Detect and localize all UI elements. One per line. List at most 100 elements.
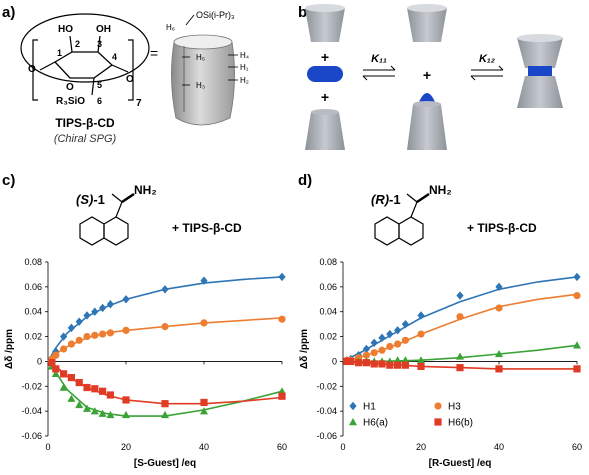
fit-line-h3 (342, 293, 578, 363)
legend-marker-h6a (349, 418, 357, 426)
data-point-h3 (200, 319, 208, 327)
data-point-h3 (456, 313, 464, 321)
guest-suffix-c: -1 (93, 192, 105, 207)
legend-label-h1: H1 (363, 402, 376, 413)
y-tick-label: 0.04 (24, 307, 42, 317)
data-point-h1 (91, 307, 99, 316)
data-point-h1 (362, 344, 370, 354)
legend-label-h3: H3 (448, 402, 461, 413)
legend-label-h6a: H6(a) (363, 418, 388, 429)
atom-ho: HO (58, 24, 73, 35)
label-osi: OSi(i-Pr)₃ (196, 10, 235, 20)
y-tick-label: 0.02 (319, 332, 337, 342)
data-point-h3 (99, 330, 107, 338)
data-point-h3 (278, 315, 286, 323)
data-point-h3 (370, 349, 378, 357)
data-point-h3 (394, 340, 402, 348)
x-axis-title: [R-Guest] /eq (429, 458, 492, 469)
data-point-h3 (417, 330, 425, 338)
y-tick-label: -0.02 (316, 381, 337, 391)
guest-prefix-c: (S) (76, 192, 93, 207)
nh2-c: NH₂ (134, 183, 157, 197)
reagent-c: + TIPS-β-CD (172, 221, 242, 235)
y-tick-label: 0.02 (24, 332, 42, 342)
data-point-h6b (495, 365, 503, 373)
data-point-h6a (98, 409, 107, 417)
legend-marker-h6b (434, 418, 442, 426)
atom-c3: 3 (97, 39, 102, 49)
data-point-h3 (495, 304, 503, 312)
data-point-h1 (83, 311, 91, 320)
data-point-h3 (83, 332, 91, 341)
y-tick-label: 0.04 (319, 307, 337, 317)
chart-c: 0.080.060.040.020-0.02-0.04-0.060 20 40 60[… (4, 257, 287, 469)
data-point-h6b (343, 357, 351, 366)
data-point-h6a (456, 352, 464, 360)
data-point-h6a (51, 369, 60, 378)
naphthalene-ring-1-c (79, 216, 105, 246)
x-tick-label: 20 (416, 442, 426, 452)
data-point-h6b (99, 387, 107, 395)
cone-bottom-left (305, 112, 345, 150)
bond-c1-o (39, 61, 56, 71)
data-point-h6b (75, 378, 83, 387)
label-h1: H₁ (240, 63, 249, 72)
data-point-h3 (401, 336, 409, 344)
data-point-h6b (401, 361, 409, 369)
data-point-h6b (60, 370, 68, 378)
panel-label-a: a) (2, 4, 16, 21)
bond-c5-c6 (91, 77, 95, 96)
data-point-h3 (60, 345, 68, 353)
data-point-h1 (122, 295, 130, 304)
y-tick-label: 0.06 (24, 282, 42, 292)
data-point-h3 (106, 329, 114, 337)
y-tick-label: 0.06 (319, 282, 337, 292)
naphthalene-ring-2-c (103, 216, 129, 246)
cylinder-rim (173, 34, 233, 50)
y-axis-title: Δδ /ppm (4, 329, 15, 369)
data-point-h6b (161, 400, 169, 408)
data-point-h3 (362, 351, 370, 359)
guest-label-d: (R)-1 (371, 192, 401, 207)
data-point-h6b (200, 398, 208, 407)
data-point-h3 (122, 326, 130, 334)
data-point-h3 (386, 342, 394, 351)
data-point-h1 (401, 319, 409, 329)
panel-b-figure: + + K₁₁ + K₁₂ (305, 4, 563, 150)
legend-marker-h1 (349, 401, 357, 411)
data-point-h3 (75, 336, 83, 344)
cone-bottom-right (517, 76, 563, 108)
data-point-h6a (90, 407, 99, 415)
data-point-h1 (75, 317, 83, 326)
y-tick-label: -0.06 (21, 431, 42, 441)
data-point-h1 (394, 326, 402, 335)
plus-2: + (321, 89, 329, 105)
data-point-h6b (67, 373, 75, 382)
data-point-h6a (161, 410, 169, 419)
data-point-h6a (67, 394, 76, 402)
data-point-h3 (573, 291, 581, 300)
atom-c5: 5 (97, 80, 102, 90)
panel-label-c: c) (2, 172, 16, 189)
panel-label-d: d) (298, 172, 313, 189)
bond-c4-o (111, 64, 129, 73)
fit-line-h6b (47, 360, 283, 405)
data-point-h1 (417, 311, 425, 320)
label-h3: H₃ (196, 81, 205, 90)
x-tick-label: 40 (494, 442, 504, 452)
data-point-h6a (200, 407, 208, 415)
data-point-h1 (67, 323, 75, 333)
x-tick-label: 20 (121, 442, 131, 452)
cone-top-right (517, 38, 563, 68)
label-h4: H₄ (240, 51, 249, 60)
panel-a-figure: HO OH O O O 1 2 3 4 5 6 R₃SiO 7 TIPS-β-C… (20, 10, 249, 145)
data-point-h1 (573, 272, 581, 282)
nh2-d: NH₂ (429, 183, 452, 197)
bond-c2-oh (69, 35, 73, 53)
data-point-h3 (378, 346, 386, 354)
data-point-h6b (456, 364, 464, 372)
label-h6: H₆ (166, 23, 175, 32)
guest-capsule-left (307, 66, 343, 82)
data-point-h1 (60, 332, 68, 341)
atom-o-left: O (28, 64, 36, 75)
